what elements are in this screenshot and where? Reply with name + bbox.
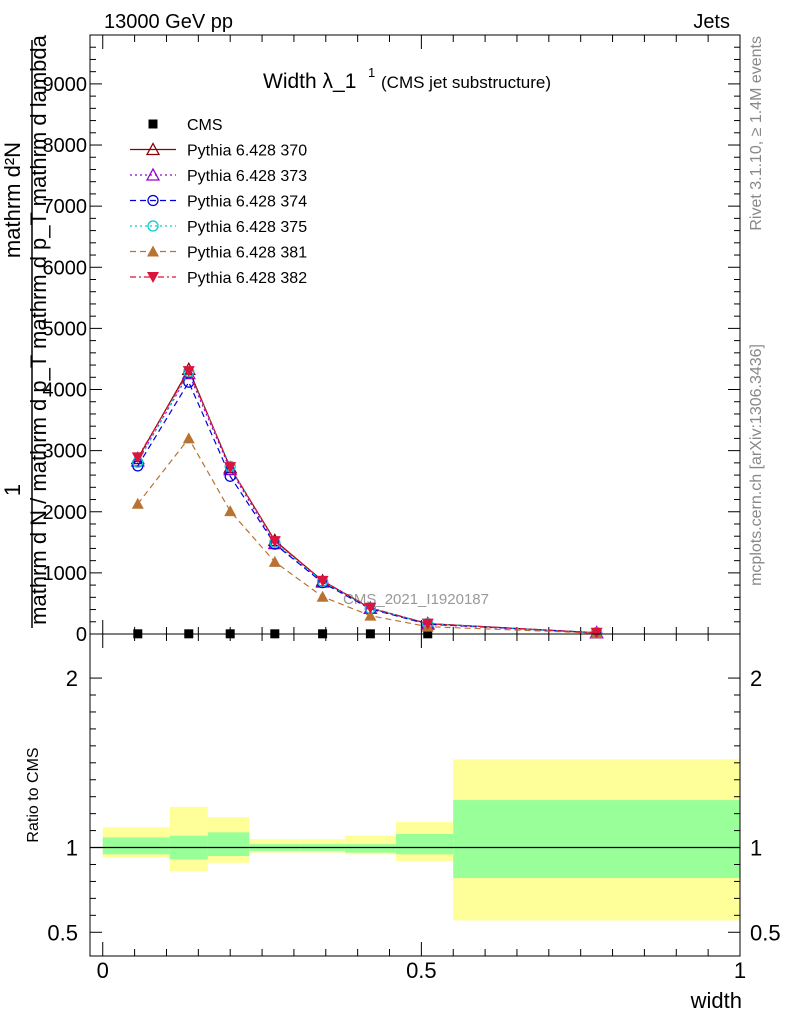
legend-marker bbox=[145, 142, 161, 156]
uncertainty-band-green bbox=[395, 833, 454, 855]
uncertainty-band-green bbox=[102, 837, 170, 855]
uncertainty-band-green bbox=[344, 844, 396, 853]
y-tick-label: 3000 bbox=[43, 441, 88, 463]
ratio-y-tick-label: 1 bbox=[66, 836, 78, 861]
data-point bbox=[181, 366, 196, 380]
ylabel-denominator: mathrm d N / mathrm d p_T mathrm d p_T m… bbox=[26, 34, 51, 624]
ratio-y-tick-label: 0.5 bbox=[47, 920, 78, 945]
chart-title-superscript: 1 bbox=[368, 65, 375, 80]
ratio-y-tick-label-right: 2 bbox=[750, 666, 762, 691]
ylabel-numerator: 1 bbox=[0, 484, 25, 496]
ratio-y-tick-label-right: 1 bbox=[750, 836, 762, 861]
legend-label: Pythia 6.428 373 bbox=[187, 168, 307, 185]
ratio-plot-frame bbox=[89, 633, 741, 957]
ratio-y-tick-label: 2 bbox=[66, 666, 78, 691]
legend-label: Pythia 6.428 374 bbox=[187, 194, 307, 211]
data-point bbox=[224, 505, 237, 517]
data-point bbox=[182, 366, 195, 378]
data-point bbox=[131, 497, 144, 509]
y-tick-label: 2000 bbox=[43, 502, 88, 524]
data-point bbox=[421, 618, 434, 630]
data-point bbox=[364, 602, 377, 614]
data-point bbox=[268, 536, 281, 548]
series-line bbox=[137, 437, 597, 634]
uncertainty-band-green bbox=[453, 800, 740, 879]
y-tick-label: 8000 bbox=[43, 135, 88, 157]
y-tick-label: 9000 bbox=[43, 74, 88, 96]
y-tick-label: 1000 bbox=[43, 563, 88, 585]
data-point bbox=[590, 627, 603, 639]
header-right: Jets bbox=[693, 11, 730, 33]
legend-marker bbox=[147, 194, 159, 207]
data-point bbox=[130, 453, 145, 467]
x-tick-label: 0 bbox=[97, 958, 109, 983]
legend-label: Pythia 6.428 370 bbox=[187, 143, 307, 160]
data-point bbox=[182, 432, 195, 444]
y-tick-label: 5000 bbox=[43, 318, 88, 340]
data-point bbox=[131, 452, 144, 464]
ylabel-top: mathrm d²N bbox=[0, 142, 25, 258]
ratio-y-tick-label-right: 0.5 bbox=[750, 920, 781, 945]
data-point bbox=[364, 609, 377, 621]
legend-label: Pythia 6.428 381 bbox=[187, 245, 307, 262]
data-point bbox=[268, 555, 281, 567]
x-tick-label: 0.5 bbox=[406, 958, 437, 983]
legend-label: Pythia 6.428 375 bbox=[187, 219, 307, 236]
legend-marker bbox=[145, 167, 161, 181]
side-note-bottom: mcplots.cern.ch [arXiv:1306.3436] bbox=[748, 344, 765, 586]
ratio-ylabel: Ratio to CMS bbox=[25, 747, 42, 842]
y-tick-label: 6000 bbox=[43, 257, 88, 279]
series-6 bbox=[131, 366, 603, 639]
legend-label: Pythia 6.428 382 bbox=[187, 270, 307, 287]
legend-label: CMS bbox=[187, 117, 223, 134]
data-point bbox=[316, 590, 329, 602]
x-tick-label: 1 bbox=[734, 958, 746, 983]
side-note-top: Rivet 3.1.10, ≥ 1.4M events bbox=[748, 36, 765, 231]
y-tick-label: 4000 bbox=[43, 380, 88, 402]
uncertainty-band-green bbox=[207, 832, 250, 857]
x-axis-label: width bbox=[690, 988, 742, 1013]
data-point bbox=[316, 575, 329, 587]
chart-subtitle: (CMS jet substructure) bbox=[381, 73, 551, 92]
header-left: 13000 GeV pp bbox=[104, 11, 233, 33]
legend-marker bbox=[147, 272, 159, 283]
legend-marker bbox=[148, 119, 158, 129]
legend: CMS Pythia 6.428 370 Pythia 6.428 373 Pythi… bbox=[130, 117, 307, 287]
data-point bbox=[224, 462, 237, 474]
series-line bbox=[137, 369, 597, 634]
watermark: CMS_2021_I1920187 bbox=[343, 591, 489, 608]
series-line bbox=[137, 380, 597, 634]
chart-title: Width λ_1 bbox=[263, 70, 356, 93]
legend-marker bbox=[147, 220, 159, 232]
y-tick-label: 0 bbox=[76, 624, 87, 646]
legend-marker bbox=[147, 245, 159, 257]
series-5 bbox=[131, 432, 603, 639]
y-tick-label: 7000 bbox=[43, 196, 88, 218]
